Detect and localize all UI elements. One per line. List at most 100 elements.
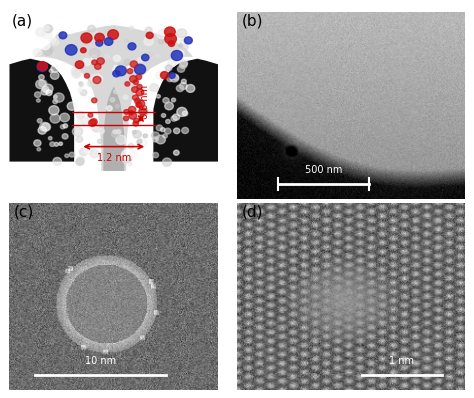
Circle shape [132, 131, 137, 134]
Circle shape [44, 48, 52, 55]
Circle shape [116, 135, 126, 144]
Circle shape [123, 108, 133, 117]
Circle shape [34, 140, 41, 146]
Circle shape [129, 112, 137, 119]
Circle shape [51, 65, 59, 72]
Circle shape [157, 29, 167, 39]
Circle shape [53, 158, 62, 165]
Circle shape [113, 130, 117, 134]
Text: 1 nm: 1 nm [390, 356, 414, 366]
Circle shape [92, 60, 97, 65]
Circle shape [69, 152, 74, 157]
Text: 10 nm: 10 nm [85, 356, 116, 366]
Circle shape [173, 150, 179, 155]
Circle shape [81, 48, 86, 53]
Circle shape [37, 62, 47, 72]
Circle shape [182, 127, 189, 134]
Circle shape [157, 54, 161, 58]
Circle shape [49, 37, 56, 43]
Polygon shape [103, 87, 124, 171]
Circle shape [153, 137, 158, 142]
Circle shape [168, 59, 176, 66]
Circle shape [128, 43, 136, 50]
Circle shape [130, 61, 137, 67]
Circle shape [54, 95, 57, 98]
Circle shape [88, 121, 97, 129]
Circle shape [135, 98, 140, 103]
Circle shape [132, 87, 138, 92]
Circle shape [81, 90, 87, 96]
Circle shape [104, 27, 111, 33]
Circle shape [171, 116, 177, 121]
Circle shape [93, 76, 101, 84]
Circle shape [130, 150, 134, 153]
Circle shape [182, 45, 188, 50]
Circle shape [79, 83, 83, 87]
Circle shape [123, 95, 128, 99]
Circle shape [165, 33, 176, 44]
Circle shape [60, 113, 70, 122]
Circle shape [129, 26, 134, 30]
Circle shape [177, 29, 187, 38]
Circle shape [133, 95, 138, 100]
Circle shape [123, 116, 128, 121]
Circle shape [129, 150, 138, 158]
Circle shape [139, 108, 147, 115]
Polygon shape [9, 59, 74, 162]
Circle shape [36, 99, 40, 102]
Circle shape [112, 131, 119, 138]
Circle shape [166, 119, 170, 123]
Circle shape [37, 119, 42, 123]
Circle shape [182, 111, 188, 116]
Circle shape [137, 139, 147, 147]
Circle shape [80, 117, 89, 124]
Circle shape [142, 54, 149, 61]
Circle shape [163, 30, 167, 34]
Circle shape [168, 41, 174, 47]
Circle shape [59, 32, 67, 39]
Circle shape [91, 55, 97, 60]
Circle shape [94, 76, 102, 84]
Text: 500 nm: 500 nm [305, 165, 342, 175]
Circle shape [136, 74, 142, 80]
Circle shape [92, 124, 101, 132]
Circle shape [80, 148, 88, 156]
Circle shape [125, 39, 128, 42]
Circle shape [170, 74, 179, 82]
Circle shape [78, 88, 82, 92]
Circle shape [163, 158, 172, 166]
Circle shape [33, 49, 42, 56]
Circle shape [79, 82, 82, 85]
Circle shape [110, 98, 115, 102]
Circle shape [47, 26, 53, 31]
Text: (a): (a) [11, 14, 33, 29]
Circle shape [90, 30, 99, 37]
Circle shape [105, 55, 109, 59]
Circle shape [37, 148, 41, 151]
Circle shape [128, 66, 131, 69]
Circle shape [147, 49, 158, 58]
Circle shape [164, 27, 175, 37]
Circle shape [176, 50, 184, 57]
Circle shape [97, 58, 104, 64]
Circle shape [37, 62, 47, 70]
Circle shape [73, 127, 82, 136]
Circle shape [137, 100, 145, 107]
Circle shape [137, 141, 140, 144]
Circle shape [65, 154, 69, 158]
Circle shape [53, 100, 58, 104]
Circle shape [135, 64, 146, 74]
Circle shape [136, 89, 144, 96]
Circle shape [125, 82, 130, 86]
Circle shape [76, 158, 84, 166]
Circle shape [133, 121, 138, 126]
Circle shape [44, 26, 49, 31]
Circle shape [60, 125, 65, 129]
Text: (b): (b) [242, 14, 263, 29]
Circle shape [36, 28, 45, 36]
Circle shape [124, 109, 129, 114]
Circle shape [162, 113, 166, 117]
Circle shape [99, 129, 104, 134]
Circle shape [177, 66, 185, 72]
Circle shape [69, 31, 73, 33]
